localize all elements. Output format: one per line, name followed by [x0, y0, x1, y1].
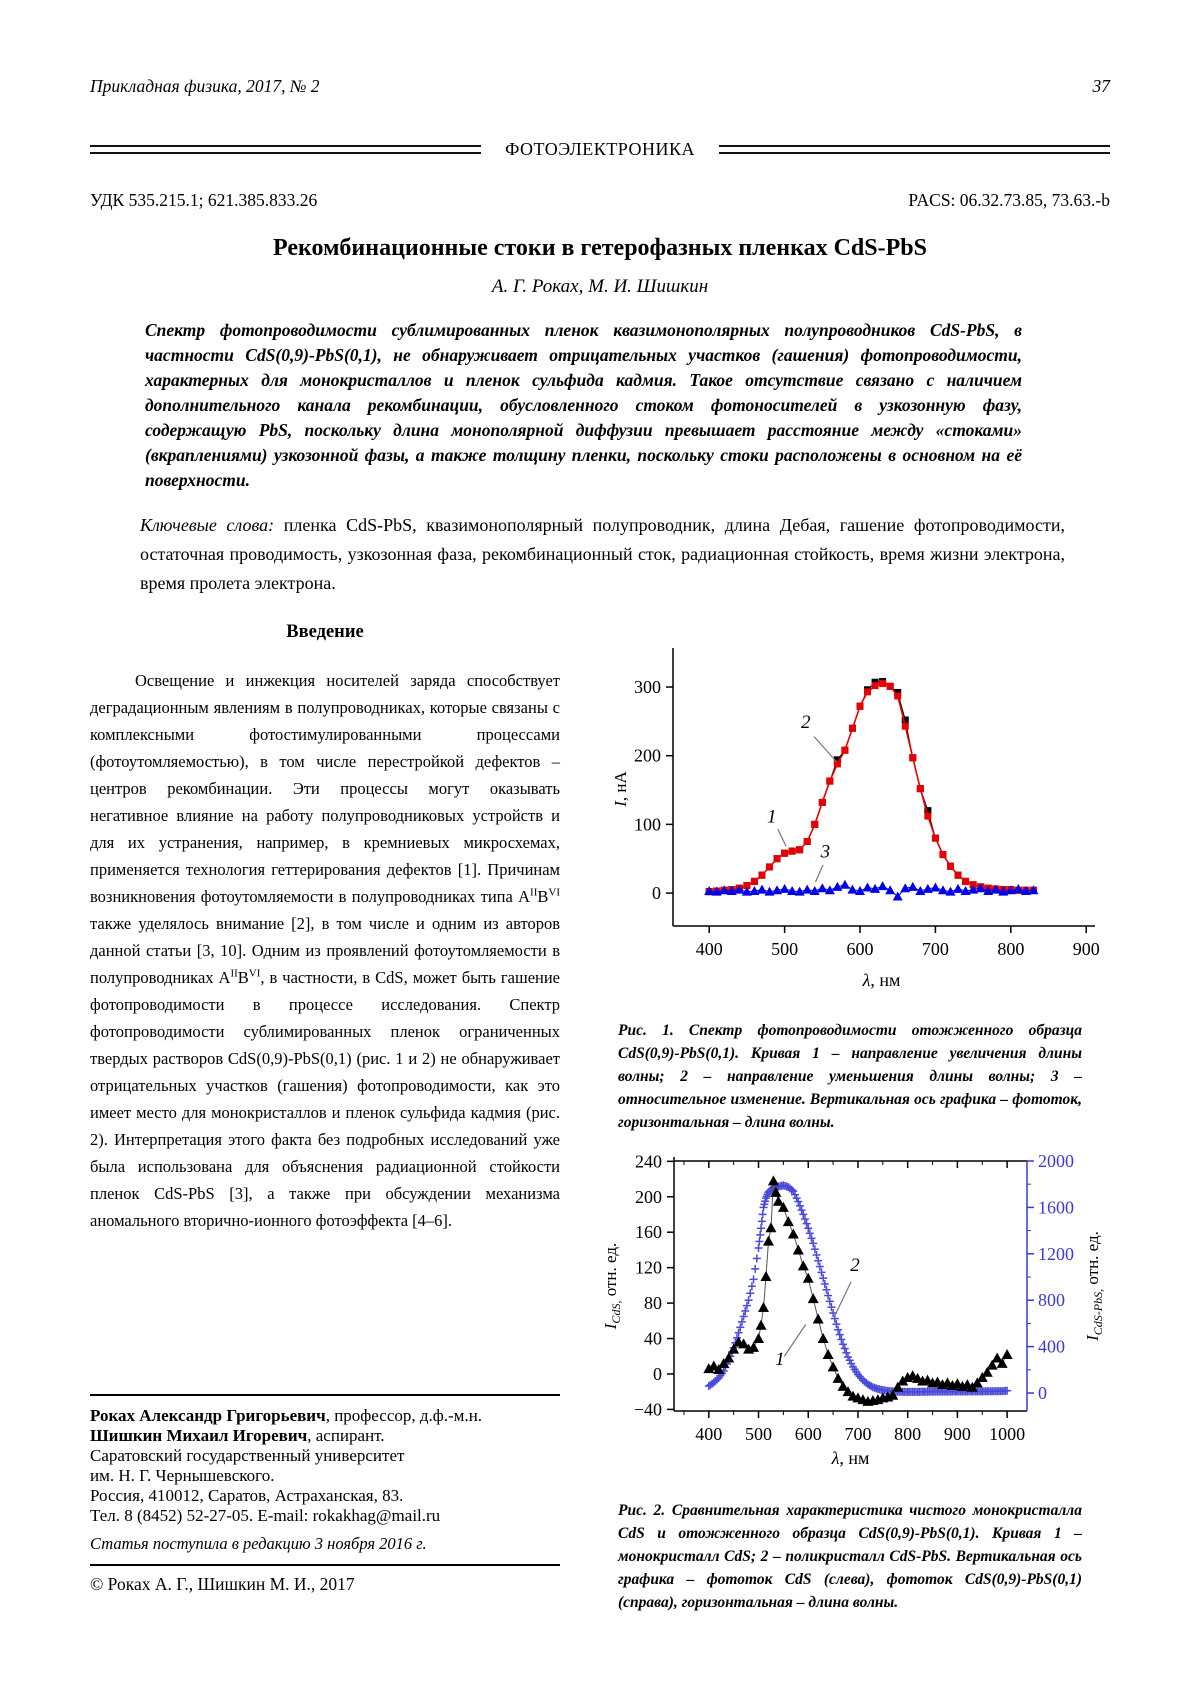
double-rule-right: [718, 145, 1111, 154]
classification-codes: УДК 535.215.1; 621.385.833.26 PACS: 06.3…: [90, 190, 1110, 211]
svg-text:I, нА: I, нА: [611, 771, 630, 808]
svg-text:2000: 2000: [1038, 1151, 1074, 1171]
svg-text:3: 3: [820, 841, 831, 862]
introduction-paragraph: Освещение и инжекция носителей заряда сп…: [90, 667, 560, 1234]
svg-text:λ, нм: λ, нм: [831, 1448, 870, 1468]
svg-text:800: 800: [1038, 1290, 1065, 1310]
contact-line: Тел. 8 (8452) 52-27-05. E-mail: rokakhag…: [90, 1506, 441, 1525]
intro-text: также уделялось внимание [2], в том числ…: [90, 914, 560, 987]
copyright-rule: [90, 1564, 560, 1566]
svg-text:2: 2: [850, 1255, 860, 1276]
abstract-text: Спектр фотопроводимости сублимированных …: [145, 320, 1022, 490]
author-info-block: Роках Александр Григорьевич, профессор, …: [90, 1394, 560, 1594]
double-rule-left: [90, 145, 482, 154]
address-line: Россия, 410012, Саратов, Астраханская, 8…: [90, 1486, 404, 1505]
superscript: VI: [548, 886, 560, 899]
svg-text:1000: 1000: [989, 1424, 1025, 1444]
svg-text:1600: 1600: [1038, 1197, 1074, 1217]
svg-text:200: 200: [635, 1187, 662, 1207]
svg-text:900: 900: [944, 1424, 971, 1444]
author2-line: Шишкин Михаил Игоревич, аспирант.: [90, 1426, 560, 1446]
intro-text: , в частности, в CdS, может быть гашение…: [90, 968, 560, 1230]
page-number: 37: [1092, 76, 1111, 96]
svg-text:−40: −40: [634, 1399, 662, 1419]
svg-text:800: 800: [894, 1424, 921, 1444]
svg-text:900: 900: [1073, 939, 1100, 959]
superscript: VI: [248, 967, 261, 980]
figure1-photoconductivity-chart: 400 500 600 700 800 900 0 100 200 300 λ, нм I, нА 1 2…: [600, 614, 1110, 1017]
superscript: II: [230, 967, 238, 980]
svg-text:ICdS, отн. ед.: ICdS, отн. ед.: [601, 1243, 623, 1330]
svg-text:1: 1: [775, 1349, 785, 1370]
right-column: 400 500 600 700 800 900 0 100 200 300 λ, нм I, нА 1 2…: [600, 614, 1110, 1659]
keywords-paragraph: Ключевые слова: пленка CdS-PbS, квазимон…: [140, 511, 1065, 598]
left-column: Введение Освещение и инжекция носителей …: [90, 614, 560, 1659]
svg-text:160: 160: [635, 1222, 662, 1242]
svg-text:600: 600: [795, 1424, 822, 1444]
svg-text:λ, нм: λ, нм: [862, 970, 901, 990]
journal-title: Прикладная физика, 2017, № 2: [90, 76, 320, 96]
svg-text:0: 0: [653, 1364, 662, 1384]
figure2-comparison-chart: 400 500 600 700 800 900 1000 −40 0 40 80 120 160 200 2…: [600, 1148, 1110, 1491]
svg-text:80: 80: [644, 1293, 662, 1313]
figure1-caption: Рис. 1. Спектр фотопроводимости отожженн…: [618, 1022, 1082, 1131]
author1-line: Роках Александр Григорьевич, профессор, …: [90, 1406, 560, 1426]
pacs-code: PACS: 06.32.73.85, 73.63.-b: [908, 190, 1110, 210]
svg-text:700: 700: [922, 939, 949, 959]
svg-text:400: 400: [1038, 1337, 1065, 1357]
figure2-caption: Рис. 2. Сравнительная характеристика чис…: [618, 1502, 1082, 1611]
intro-text: B: [237, 968, 249, 987]
udk-code: УДК 535.215.1; 621.385.833.26: [90, 190, 318, 210]
svg-text:200: 200: [634, 746, 661, 766]
page-header: Прикладная физика, 2017, № 2 37: [90, 0, 1110, 97]
author2-role: , аспирант.: [307, 1426, 385, 1445]
svg-text:2: 2: [801, 712, 811, 733]
superscript: II: [530, 886, 538, 899]
svg-text:ICdS-PbS, отн. ед.: ICdS-PbS, отн. ед.: [1083, 1231, 1105, 1342]
svg-text:0: 0: [652, 883, 661, 903]
author1-name: Роках Александр Григорьевич: [90, 1406, 326, 1425]
section-title: ФОТОЭЛЕКТРОНИКА: [505, 139, 695, 159]
footnote-rule: [90, 1394, 560, 1396]
svg-text:700: 700: [844, 1424, 871, 1444]
svg-text:100: 100: [634, 814, 661, 834]
svg-text:1200: 1200: [1038, 1244, 1074, 1264]
intro-text: Освещение и инжекция носителей заряда сп…: [90, 671, 560, 906]
keywords-label: Ключевые слова:: [140, 515, 275, 535]
author1-role: , профессор, д.ф.-м.н.: [325, 1406, 483, 1425]
authors-line: А. Г. Роках, М. И. Шишкин: [491, 276, 709, 297]
svg-text:1: 1: [767, 806, 777, 827]
two-column-body: Введение Освещение и инжекция носителей …: [90, 614, 1110, 1659]
affiliation-line2: им. Н. Г. Чернышевского.: [90, 1466, 275, 1485]
svg-text:400: 400: [696, 939, 723, 959]
copyright-line: © Роках А. Г., Шишкин М. И., 2017: [90, 1574, 355, 1594]
keywords-text: пленка CdS-PbS, квазимонополярный полупр…: [140, 515, 1065, 593]
svg-text:40: 40: [644, 1329, 662, 1349]
section-banner: ФОТОЭЛЕКТРОНИКА: [90, 139, 1111, 160]
svg-text:600: 600: [847, 939, 874, 959]
introduction-heading: Введение: [286, 622, 364, 642]
svg-text:0: 0: [1038, 1383, 1047, 1403]
svg-text:120: 120: [635, 1258, 662, 1278]
author2-name: Шишкин Михаил Игоревич: [90, 1426, 308, 1445]
svg-text:500: 500: [771, 939, 798, 959]
affiliation-line1: Саратовский государственный университет: [90, 1446, 405, 1465]
svg-text:800: 800: [997, 939, 1024, 959]
svg-text:300: 300: [634, 677, 661, 697]
svg-text:240: 240: [635, 1151, 662, 1171]
article-title: Рекомбинационные стоки в гетерофазных пл…: [273, 235, 927, 261]
intro-text: B: [537, 887, 549, 906]
svg-text:400: 400: [695, 1424, 722, 1444]
svg-text:500: 500: [745, 1424, 772, 1444]
received-date-line: Статья поступила в редакцию 3 ноября 201…: [90, 1534, 427, 1553]
